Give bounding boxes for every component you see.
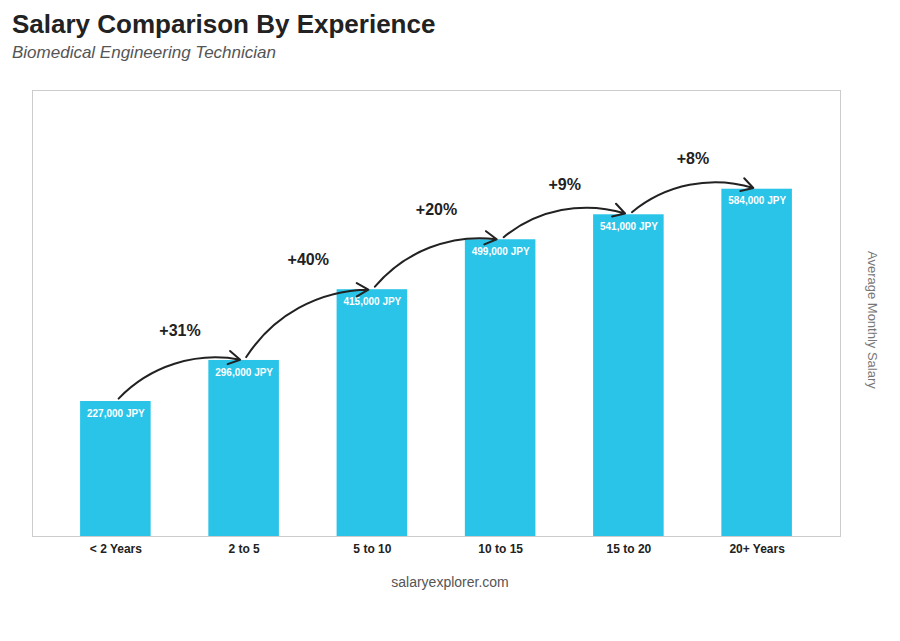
svg-text:20+ Years: 20+ Years [729,542,785,556]
svg-text:296,000 JPY: 296,000 JPY [215,367,273,378]
svg-text:+31%: +31% [159,322,200,339]
html-text:salaryexplorer.com: salaryexplorer.com [391,574,509,590]
svg-text:< 2 Years: < 2 Years [90,542,142,556]
svg-text:+20%: +20% [416,201,457,218]
html-text:Salary Comparison By Experienc: Salary Comparison By Experience [12,9,436,39]
html-text:Biomedical Engineering Technic: Biomedical Engineering Technician [12,43,276,62]
svg-text:227,000 JPY: 227,000 JPY [87,408,145,419]
html-text:Average Monthly Salary: Average Monthly Salary [865,251,880,389]
svg-text:5 to 10: 5 to 10 [353,542,391,556]
svg-text:499,000 JPY: 499,000 JPY [472,246,530,257]
svg-text:+8%: +8% [677,150,709,167]
svg-text:+40%: +40% [288,251,329,268]
svg-text:15 to 20: 15 to 20 [607,542,652,556]
svg-text:584,000 JPY: 584,000 JPY [728,195,786,206]
svg-text:541,000 JPY: 541,000 JPY [600,221,658,232]
svg-text:2 to 5: 2 to 5 [228,542,260,556]
svg-text:10 to 15: 10 to 15 [478,542,523,556]
svg-text:415,000 JPY: 415,000 JPY [343,296,401,307]
svg-text:+9%: +9% [549,176,581,193]
